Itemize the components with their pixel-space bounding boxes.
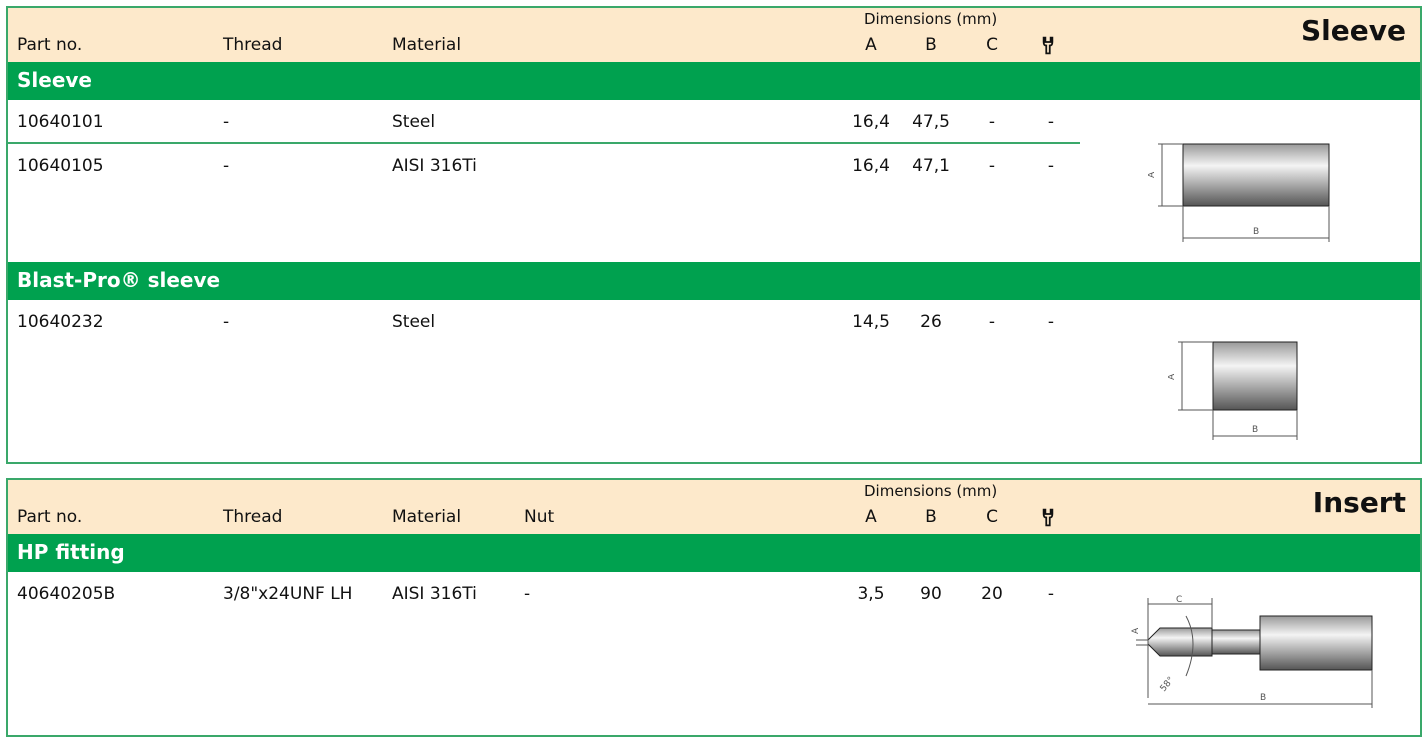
dim-a: 16,4 (852, 112, 890, 132)
dim-a: 16,4 (852, 156, 890, 176)
dim-b: 47,1 (912, 156, 950, 176)
header-part-no: Part no. (17, 507, 83, 527)
header-material: Material (392, 507, 462, 527)
label-b: B (1252, 425, 1258, 435)
part-no: 10640232 (17, 312, 104, 332)
header-dimensions: Dimensions (mm) (864, 10, 998, 28)
group-name: Sleeve (17, 68, 92, 92)
hp-fitting-drawing: C A 58° B (1131, 595, 1373, 708)
header-material: Material (392, 35, 462, 55)
part-no: 10640105 (17, 156, 104, 176)
header-c: C (986, 507, 998, 527)
sleeve-drawing: A B (1148, 143, 1330, 242)
tool: - (1047, 584, 1055, 604)
label-a: A (1148, 171, 1157, 178)
group-name: Blast-Pro® sleeve (17, 268, 221, 292)
thread: - (223, 112, 230, 132)
table-title: Sleeve (1301, 14, 1406, 47)
group-header: Blast-Pro® sleeve (8, 262, 1420, 300)
header-nut: Nut (524, 507, 555, 527)
label-a: A (1131, 627, 1141, 634)
group-header: HP fitting (8, 534, 1420, 572)
material: AISI 316Ti (392, 584, 477, 604)
wrench-icon (1041, 36, 1055, 55)
dim-c: 20 (981, 584, 1003, 604)
header-thread: Thread (223, 507, 283, 527)
blast-pro-sleeve-drawing: A B (1168, 341, 1298, 440)
material: Steel (392, 112, 436, 132)
table-header: Part no. Thread Material Nut Dimensions … (8, 480, 1420, 534)
label-a: A (1168, 373, 1177, 380)
group-header: Sleeve (8, 62, 1420, 100)
header-c: C (986, 35, 998, 55)
table-title: Insert (1312, 486, 1406, 519)
header-part-no: Part no. (17, 35, 83, 55)
group-name: HP fitting (17, 540, 125, 564)
insert-table: Part no. Thread Material Nut Dimensions … (6, 478, 1422, 737)
sleeve-table: Part no. Thread Material Dimensions (mm)… (6, 6, 1422, 464)
dim-b: 26 (920, 312, 942, 332)
material: Steel (392, 312, 436, 332)
dim-c: - (988, 312, 996, 332)
label-b: B (1260, 693, 1266, 703)
header-thread: Thread (223, 35, 283, 55)
label-angle: 58° (1159, 675, 1177, 694)
thread: - (223, 156, 230, 176)
tool: - (1047, 156, 1055, 176)
wrench-icon (1041, 508, 1055, 527)
header-b: B (925, 507, 937, 527)
label-c: C (1176, 595, 1182, 605)
part-no: 40640205B (17, 584, 116, 604)
header-a: A (865, 35, 877, 55)
row-divider (8, 142, 1080, 144)
label-b: B (1253, 227, 1259, 237)
dim-a: 3,5 (857, 584, 885, 604)
dim-a: 14,5 (852, 312, 890, 332)
nut: - (524, 584, 531, 604)
material: AISI 316Ti (392, 156, 477, 176)
dim-b: 47,5 (912, 112, 950, 132)
dim-c: - (988, 112, 996, 132)
thread: - (223, 312, 230, 332)
header-a: A (865, 507, 877, 527)
header-dimensions: Dimensions (mm) (864, 482, 998, 500)
dim-b: 90 (920, 584, 942, 604)
table-header: Part no. Thread Material Dimensions (mm)… (8, 8, 1420, 62)
thread: 3/8"x24UNF LH (223, 584, 353, 604)
part-no: 10640101 (17, 112, 104, 132)
header-b: B (925, 35, 937, 55)
dim-c: - (988, 156, 996, 176)
tool: - (1047, 312, 1055, 332)
tool: - (1047, 112, 1055, 132)
